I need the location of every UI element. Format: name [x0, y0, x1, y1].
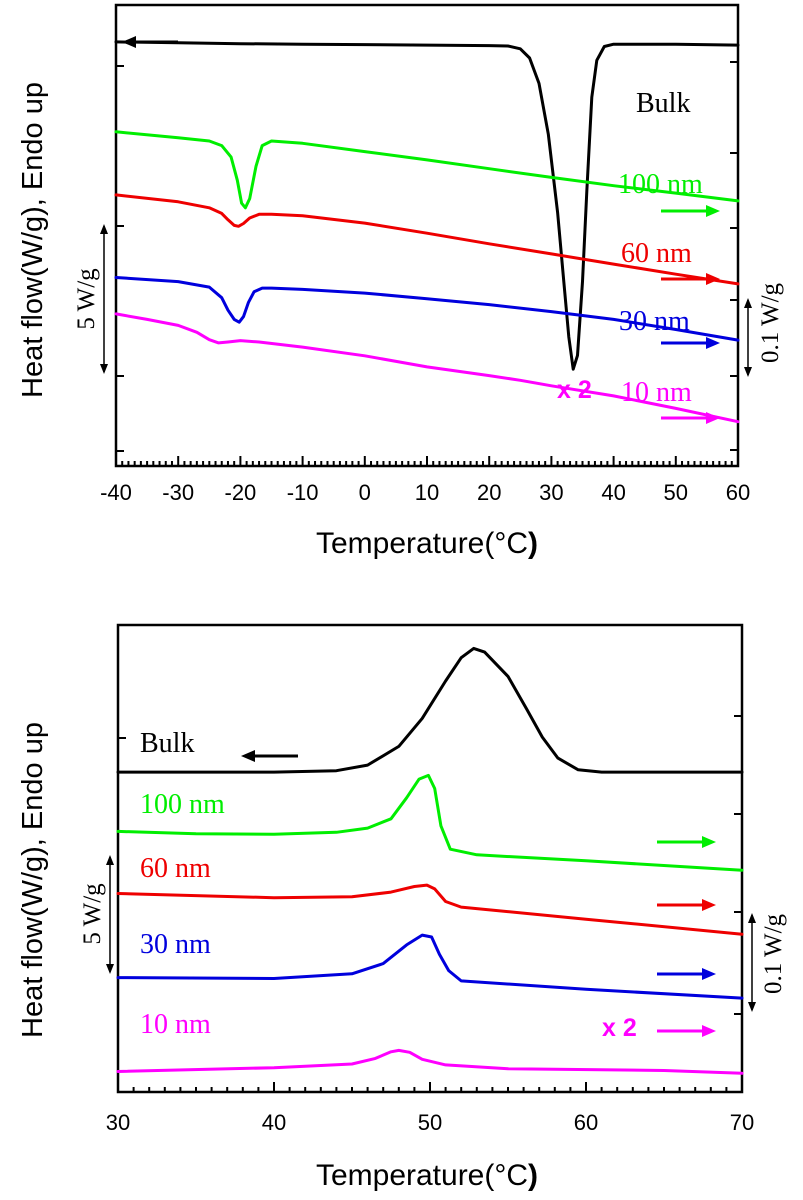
x-tick-label-bottom: 70 [730, 1110, 754, 1135]
left-scale-arrowhead-up-bottom [106, 855, 114, 865]
series-line-10-nm-bottom [116, 1048, 744, 1075]
series-label-10-nm-top: 10 nm [621, 377, 692, 408]
series-line-10-nm-top [114, 312, 740, 424]
series-label-60-nm-top: 60 nm [621, 238, 692, 269]
series-line-100-nm-bottom [116, 773, 744, 872]
arrows-top [122, 36, 720, 424]
right-scale-arrowhead-up-top [744, 298, 752, 308]
direction-arrowhead-60-nm-bottom [702, 899, 716, 911]
series-label-30-nm-top: 30 nm [619, 306, 690, 337]
x-tick-label-top: 60 [726, 480, 750, 505]
right-ticks-top [730, 61, 738, 451]
x-tick-label-top: 0 [359, 480, 371, 505]
series-label-30-nm-bottom: 30 nm [140, 929, 211, 960]
right-scale-arrowhead-down-top [744, 367, 752, 377]
series-label-10-nm-bottom: 10 nm [140, 1009, 211, 1040]
series-line-30-nm-top [114, 276, 740, 342]
right-scale-label-top: 0.1 W/g [757, 282, 784, 363]
right-scale-label-bottom: 0.1 W/g [760, 913, 787, 994]
x-ticks-bottom: 30 40 50 60 70 [106, 1082, 754, 1135]
x-tick-label-bottom: 40 [262, 1110, 286, 1135]
right-scale-arrowhead-down-bottom [748, 1002, 756, 1012]
x-tick-label-top: 40 [601, 480, 625, 505]
x-tick-label-top: 50 [664, 480, 688, 505]
series-label-bulk-top: Bulk [636, 88, 690, 119]
direction-arrowhead-100-nm-top [706, 205, 720, 217]
series-label-60-nm-bottom: 60 nm [140, 853, 211, 884]
x-tick-label-top: -30 [162, 480, 194, 505]
y-axis-title-top: Heat flow(W/g), Endo up [17, 82, 49, 398]
right-ticks-bottom [734, 715, 742, 1015]
panel-bottom: 30 40 50 60 70 Bulk 100 nm 60 nm 30 nm 10 nm Hea… [17, 623, 787, 1192]
x-tick-label-top: -10 [287, 480, 319, 505]
direction-arrowhead-10-nm-top [706, 412, 720, 424]
x-tick-label-top: 20 [477, 480, 501, 505]
plot-frame-bottom [116, 623, 744, 1094]
x-axis-title-bottom: Temperature(°C) [316, 1159, 538, 1192]
series-label-bulk-bottom: Bulk [140, 728, 194, 759]
x-tick-label-top: -40 [100, 480, 132, 505]
x-tick-label-bottom: 60 [574, 1110, 598, 1135]
series-line-60-nm-bottom [116, 883, 744, 936]
x-axis-title-close-top: ) [528, 527, 538, 560]
multiplier-label-top: x 2 [557, 376, 592, 404]
series-line-60-nm-top [114, 193, 740, 286]
series-line-bulk-bottom [116, 646, 744, 774]
panel-top: -40 -30 -20 -10 0 10 20 30 40 50 60 Bulk 100 nm 60 n… [17, 3, 784, 560]
series-line-30-nm-bottom [116, 933, 744, 1000]
direction-arrowhead-60-nm-top [706, 273, 720, 285]
series-line-100-nm-top [114, 130, 740, 210]
left-scale-label-bottom: 5 W/g [79, 883, 106, 945]
x-tick-label-bottom: 50 [418, 1110, 442, 1135]
x-axis-title-main-top: Temperature( [316, 527, 494, 560]
direction-arrowhead-30-nm-bottom [702, 968, 716, 980]
left-ticks-top [116, 65, 124, 452]
x-tick-label-top: 10 [415, 480, 439, 505]
x-tick-label-top: -20 [225, 480, 257, 505]
x-axis-title-main-bottom: Temperature( [316, 1159, 494, 1192]
left-scale-arrowhead-down-bottom [106, 964, 114, 974]
arrows-bottom [241, 750, 716, 1037]
series-label-100-nm-top: 100 nm [618, 169, 703, 200]
curves-bottom [116, 646, 744, 1075]
series-line-bulk-top [114, 40, 740, 371]
multiplier-label-bottom: x 2 [602, 1014, 637, 1042]
x-axis-title-close-bottom: ) [528, 1159, 538, 1192]
left-scale-arrowhead-up-top [100, 224, 108, 234]
y-axis-title-bottom: Heat flow(W/g), Endo up [17, 722, 49, 1038]
curves-top [114, 40, 740, 424]
direction-arrowhead-10-nm-bottom [702, 1025, 716, 1037]
labels-top: Bulk 100 nm 60 nm 30 nm 10 nm [618, 88, 703, 408]
labels-bottom: Bulk 100 nm 60 nm 30 nm 10 nm [140, 728, 225, 1040]
x-tick-label-bottom: 30 [106, 1110, 130, 1135]
x-axis-title-unit-bottom: °C [494, 1159, 528, 1192]
left-scale-arrowhead-down-top [100, 364, 108, 374]
x-axis-title-top: Temperature(°C) [316, 527, 538, 560]
direction-arrowhead-30-nm-top [706, 337, 720, 349]
series-label-100-nm-bottom: 100 nm [140, 789, 225, 820]
direction-arrowhead-100-nm-bottom [702, 836, 716, 848]
x-tick-label-top: 30 [539, 480, 563, 505]
direction-arrowhead-bulk-bottom [241, 750, 255, 762]
right-scale-arrowhead-up-bottom [748, 913, 756, 923]
x-ticks-top: -40 -30 -20 -10 0 10 20 30 40 50 60 [100, 456, 750, 505]
left-scale-label-top: 5 W/g [73, 268, 100, 330]
x-axis-title-unit-top: °C [494, 527, 528, 560]
direction-arrowhead-bulk-top [122, 36, 136, 48]
